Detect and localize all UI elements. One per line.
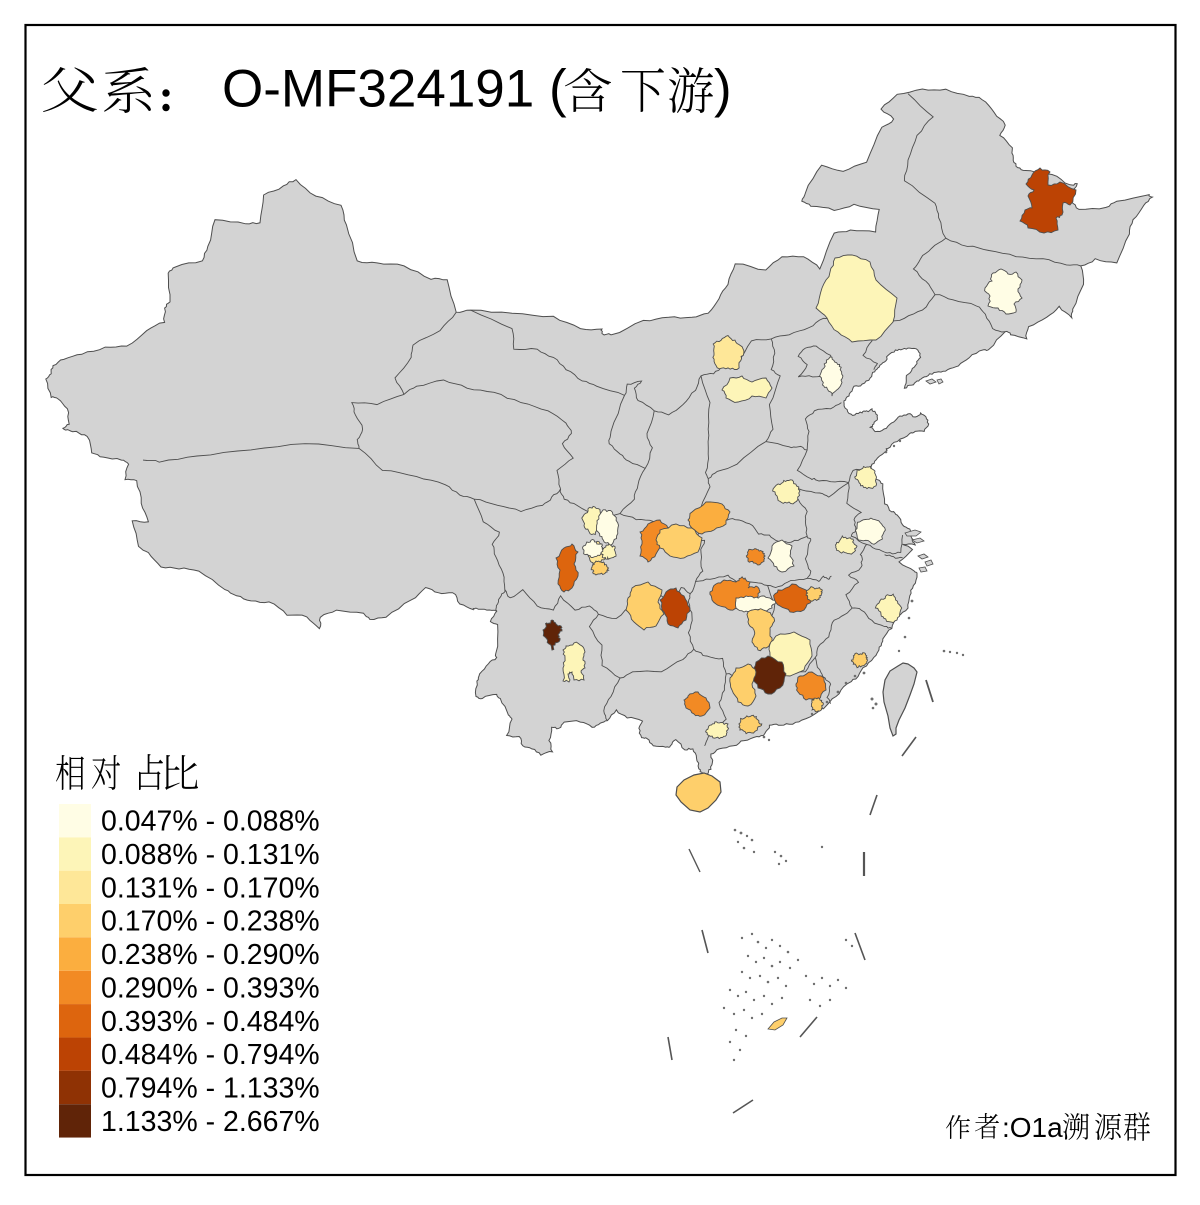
- svg-text:0.170% - 0.238%: 0.170% - 0.238%: [101, 906, 320, 938]
- svg-text:O-MF324191 (: O-MF324191 (: [222, 60, 567, 119]
- svg-text:0.088% - 0.131%: 0.088% - 0.131%: [101, 839, 320, 871]
- svg-text:0.238% - 0.290%: 0.238% - 0.290%: [101, 939, 320, 971]
- svg-text:0.484% - 0.794%: 0.484% - 0.794%: [101, 1039, 320, 1071]
- svg-text:0.290% - 0.393%: 0.290% - 0.393%: [101, 972, 320, 1004]
- svg-text:0.047% - 0.088%: 0.047% - 0.088%: [101, 806, 320, 838]
- svg-text:0.794% - 1.133%: 0.794% - 1.133%: [101, 1073, 320, 1105]
- svg-text:0.131% - 0.170%: 0.131% - 0.170%: [101, 872, 320, 904]
- svg-text:1.133% - 2.667%: 1.133% - 2.667%: [101, 1106, 320, 1138]
- svg-text:): ): [714, 60, 732, 119]
- svg-text::O1a: :O1a: [1002, 1112, 1063, 1143]
- svg-text:0.393% - 0.484%: 0.393% - 0.484%: [101, 1006, 320, 1038]
